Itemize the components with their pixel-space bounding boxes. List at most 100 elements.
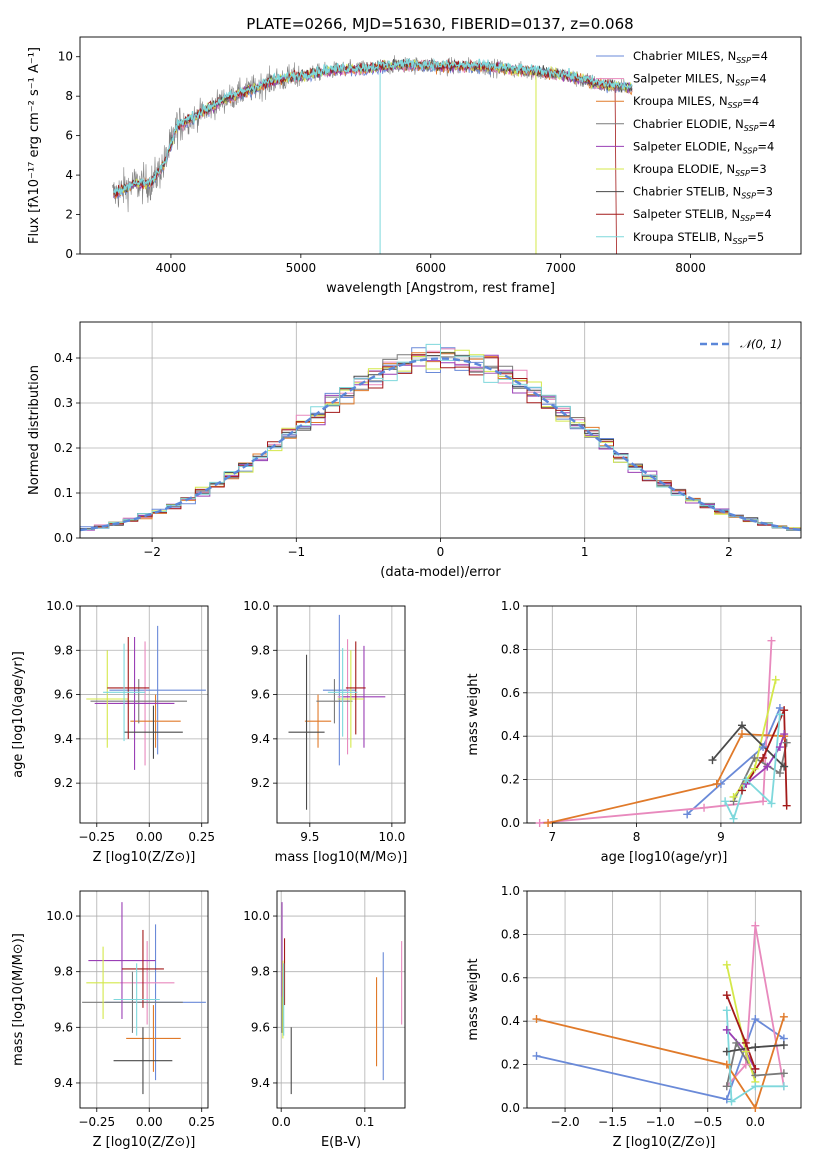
weight-point-marker: [708, 756, 717, 765]
axes-frame: [526, 890, 802, 1109]
x-tick-label: −1: [287, 545, 305, 559]
weight-point-marker: [751, 1064, 760, 1073]
y-tick-label: 0.4: [54, 351, 73, 365]
weight-point-marker: [722, 1095, 731, 1104]
grid-lines: [277, 891, 405, 1108]
legend-entry: Kroupa STELIB, NSSP=5: [633, 230, 764, 246]
y-tick-label: 6: [65, 129, 73, 143]
weight-point-marker: [722, 1047, 731, 1056]
grid-lines: [527, 605, 801, 824]
weight-point-marker: [741, 1047, 750, 1056]
x-tick-label: 7000: [545, 261, 576, 275]
y-axis-label: age [log10(age/yr)]: [11, 651, 26, 778]
weight-point-marker: [737, 721, 746, 730]
y-tick-label: 0.3: [54, 396, 73, 410]
weight-point-marker: [532, 1015, 541, 1024]
model-spectrum-line: [113, 59, 617, 254]
weight-point-marker: [750, 764, 759, 773]
weight-point-marker: [759, 743, 768, 752]
axes-frame: [79, 890, 209, 1109]
axes-frame: [526, 605, 802, 824]
weight-point-marker: [727, 1097, 736, 1106]
age-vs-metallicity-panel: −0.25 0.00 0.25 9.2 9.4 9.6 9.8 10.0 Z [log10(Z/…: [11, 599, 215, 865]
x-tick-label: 8000: [675, 261, 706, 275]
weight-point-marker: [780, 706, 789, 715]
legend-entry: Salpeter MILES, NSSP=4: [633, 72, 767, 88]
legend-entry: 𝒩(0, 1): [740, 337, 782, 351]
weight-point-marker: [767, 799, 776, 808]
x-tick-label: 0.00: [136, 1115, 163, 1129]
y-tick-label: 0: [65, 247, 73, 261]
y-axis-label: Normed distribution: [27, 365, 42, 495]
x-axis-label: Z [log10(Z/Z⊙)]: [613, 1135, 716, 1150]
weight-point-marker: [780, 730, 789, 739]
weight-point-marker: [775, 743, 784, 752]
axes-frame: [79, 36, 802, 255]
y-tick-label: 2: [65, 208, 73, 222]
weight-point-marker: [700, 803, 709, 812]
weight-series-line: [536, 1016, 785, 1108]
x-axis-label: age [log10(age/yr)]: [601, 850, 728, 865]
x-axis-label: (data-model)/error: [380, 565, 501, 580]
y-tick-label: 0.2: [54, 441, 73, 455]
x-tick-label: −1.5: [598, 1115, 627, 1129]
y-tick-label: 9.8: [54, 965, 73, 979]
legend-entry: Kroupa MILES, NSSP=4: [633, 94, 759, 110]
y-tick-label: 10: [58, 50, 73, 64]
x-tick-label: −2.0: [550, 1115, 579, 1129]
y-tick-label: 8: [65, 89, 73, 103]
y-tick-label: 9.2: [54, 776, 73, 790]
plot-area: [112, 55, 633, 254]
spectrum-panel: 4000 5000 6000 7000 8000 0 2 4 6 8 10 wavelength [A…: [27, 36, 802, 296]
mass-vs-reddening-panel: 0.0 0.1 9.4 9.6 9.8 10.0 E(B-V): [243, 890, 406, 1150]
axes-frame: [79, 321, 802, 539]
x-axis-label: Z [log10(Z/Z⊙)]: [93, 850, 196, 865]
x-tick-label: 0.25: [188, 830, 215, 844]
mass-vs-metallicity-panel: −0.25 0.00 0.25 9.4 9.6 9.8 10.0 Z [log10(Z/Z⊙)…: [11, 890, 215, 1150]
weight-point-marker: [544, 819, 553, 827]
weight-point-marker: [782, 738, 791, 747]
y-tick-label: 0.2: [501, 1058, 520, 1072]
model-spectrum-line: [113, 59, 633, 198]
weight-point-marker: [532, 1051, 541, 1060]
legend-entry: Chabrier STELIB, NSSP=3: [633, 185, 773, 201]
y-tick-label: 9.4: [251, 1076, 270, 1090]
weight-point-marker: [763, 762, 772, 771]
x-tick-label: 6000: [415, 261, 446, 275]
weight-point-marker: [779, 1069, 788, 1078]
y-tick-label: 9.8: [54, 643, 73, 657]
weight-point-marker: [779, 1012, 788, 1021]
plot-area: [82, 902, 206, 1095]
weight-point-marker: [775, 769, 784, 778]
legend-entry: Salpeter STELIB, NSSP=4: [633, 207, 772, 223]
weight-point-marker: [732, 1038, 741, 1047]
y-tick-label: 9.6: [251, 688, 270, 702]
plot-area: [80, 343, 801, 534]
y-tick-label: 0.0: [501, 1101, 520, 1115]
x-tick-label: 9.5: [300, 830, 319, 844]
weight-point-marker: [729, 792, 738, 801]
y-tick-label: 0.1: [54, 486, 73, 500]
weight-series-line: [725, 1040, 784, 1087]
model-spectrum-line: [113, 59, 633, 196]
axes-frame: [276, 890, 406, 1109]
grid-lines: [277, 605, 405, 823]
weight-point-marker: [722, 960, 731, 969]
model-spectrum-line: [113, 61, 633, 199]
x-tick-label: 7: [548, 830, 556, 844]
weight-point-marker: [751, 1043, 760, 1052]
grid-lines: [80, 891, 208, 1108]
plot-area: [281, 902, 403, 1095]
weight-series-line: [725, 1010, 784, 1104]
weight-point-marker: [722, 1082, 731, 1091]
y-tick-label: 10.0: [46, 599, 73, 613]
weight-point-marker: [751, 1104, 760, 1112]
weight-point-marker: [782, 801, 791, 810]
observed-spectrum-line: [112, 55, 626, 213]
y-tick-label: 9.8: [251, 643, 270, 657]
y-tick-label: 0.6: [501, 686, 520, 700]
y-axis-label: mass weight: [466, 958, 481, 1040]
x-tick-label: 1: [581, 545, 589, 559]
x-tick-label: 0.0: [746, 1115, 765, 1129]
y-tick-label: 0.4: [501, 1014, 520, 1028]
